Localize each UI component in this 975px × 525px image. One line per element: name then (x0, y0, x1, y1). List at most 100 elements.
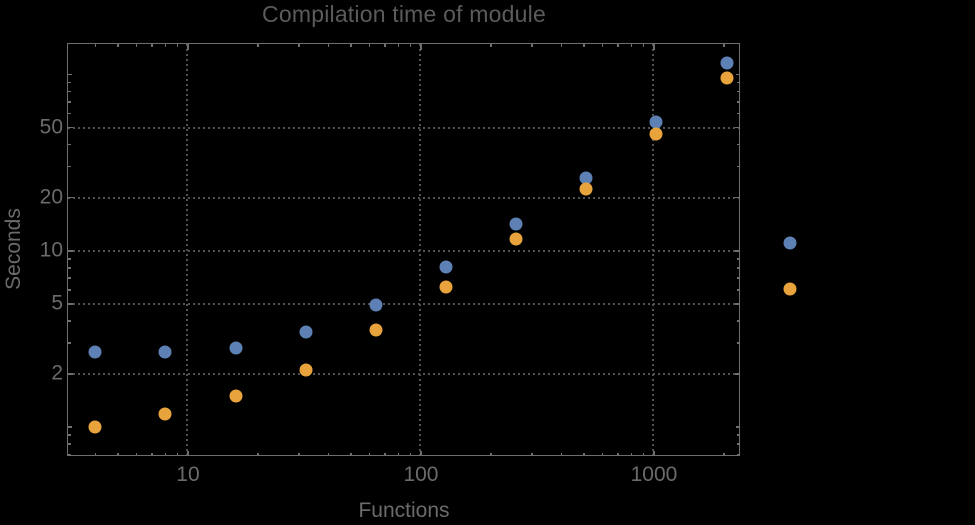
x-tick-top (151, 44, 153, 47)
x-tick-bottom (490, 453, 492, 456)
y-tick-left (67, 434, 71, 436)
y-tick-label: 20 (39, 185, 63, 209)
y-gridline (68, 249, 739, 252)
x-tick-top (409, 44, 412, 47)
blue-series-point (229, 341, 243, 355)
y-tick-left (67, 267, 71, 269)
y-tick-right (737, 443, 740, 445)
x-tick-top (135, 44, 138, 47)
y-tick-left (67, 90, 71, 93)
x-tick-bottom (420, 450, 422, 456)
x-tick-top (723, 44, 725, 47)
blue-series-point (579, 171, 593, 185)
x-axis-title: Functions (358, 499, 450, 522)
x-tick-bottom (601, 453, 604, 456)
y-tick-right (737, 101, 740, 103)
x-tick-top (617, 44, 619, 47)
orange-series-point (369, 323, 383, 337)
orange-series-point (229, 389, 243, 403)
x-tick-bottom (368, 453, 371, 456)
x-tick-bottom (384, 453, 386, 456)
y-tick-right (737, 165, 740, 168)
x-tick-bottom (630, 453, 633, 456)
orange-series-point (158, 407, 172, 421)
y-tick-label: 5 (51, 291, 63, 315)
x-tick-top (384, 44, 386, 47)
x-tick-bottom (583, 453, 585, 456)
y-tick-right (737, 277, 740, 279)
y-tick-right (735, 426, 740, 428)
y-tick-right (734, 126, 740, 129)
y-tick-left (67, 320, 71, 322)
blue-series-point (720, 56, 733, 70)
y-tick-left (67, 165, 71, 168)
y-tick-left (67, 143, 71, 146)
legend-marker (783, 282, 796, 296)
y-tick-left (67, 342, 71, 344)
x-tick-bottom (409, 453, 412, 456)
y-tick-left (67, 258, 71, 260)
y-tick-label: 50 (39, 115, 63, 139)
y-tick-left (67, 289, 71, 291)
x-tick-bottom (135, 453, 138, 456)
x-tick-top (601, 44, 604, 47)
blue-series-point (299, 325, 313, 339)
x-tick-top (176, 44, 179, 47)
y-gridline (68, 126, 739, 129)
orange-series-point (649, 127, 663, 141)
y-tick-left (67, 73, 72, 76)
y-tick-left (67, 443, 71, 445)
orange-series-point (88, 420, 102, 434)
chart-title: Compilation time of module (262, 1, 546, 27)
blue-series-point (158, 345, 172, 359)
orange-series-point (439, 280, 453, 294)
x-tick-top (397, 44, 400, 47)
y-tick-right (737, 453, 740, 456)
blue-series-point (369, 298, 383, 312)
y-tick-right (737, 434, 740, 436)
x-tick-bottom (327, 453, 330, 456)
x-tick-bottom (531, 453, 533, 456)
orange-series-point (509, 232, 523, 246)
y-tick-right (735, 73, 740, 76)
x-tick-bottom (642, 453, 645, 456)
x-tick-top (490, 44, 492, 47)
blue-series-point (439, 260, 453, 274)
y-tick-right (734, 250, 740, 252)
x-tick-top (327, 44, 330, 47)
y-tick-right (737, 90, 740, 93)
y-tick-right (737, 289, 740, 291)
y-tick-right (737, 112, 740, 115)
x-tick-bottom (350, 453, 352, 456)
y-tick-label: 2 (51, 361, 63, 385)
blue-series-point (649, 115, 663, 129)
x-tick-bottom (176, 453, 179, 456)
orange-series-point (579, 182, 593, 196)
y-tick-left (67, 373, 73, 375)
y-gridline (68, 302, 739, 305)
x-tick-top (257, 44, 259, 47)
y-tick-left (67, 112, 71, 115)
x-tick-bottom (151, 453, 153, 456)
x-tick-top (368, 44, 371, 47)
y-tick-left (67, 277, 71, 279)
x-tick-bottom (397, 453, 400, 456)
x-tick-bottom (298, 453, 300, 456)
x-tick-label: 100 (403, 463, 439, 486)
x-tick-top (583, 44, 585, 47)
x-tick-top (94, 44, 97, 47)
x-tick-bottom (653, 450, 655, 456)
x-tick-bottom (723, 453, 725, 456)
y-tick-left (67, 81, 71, 84)
y-tick-left (67, 426, 72, 428)
x-gridline (419, 44, 422, 455)
y-tick-right (734, 303, 740, 305)
blue-series-point (509, 217, 523, 231)
x-gridline (186, 44, 189, 455)
y-tick-right (737, 267, 740, 269)
x-tick-top (187, 44, 189, 50)
x-tick-top (653, 44, 655, 50)
y-tick-left (67, 196, 73, 199)
x-tick-bottom (117, 453, 119, 456)
